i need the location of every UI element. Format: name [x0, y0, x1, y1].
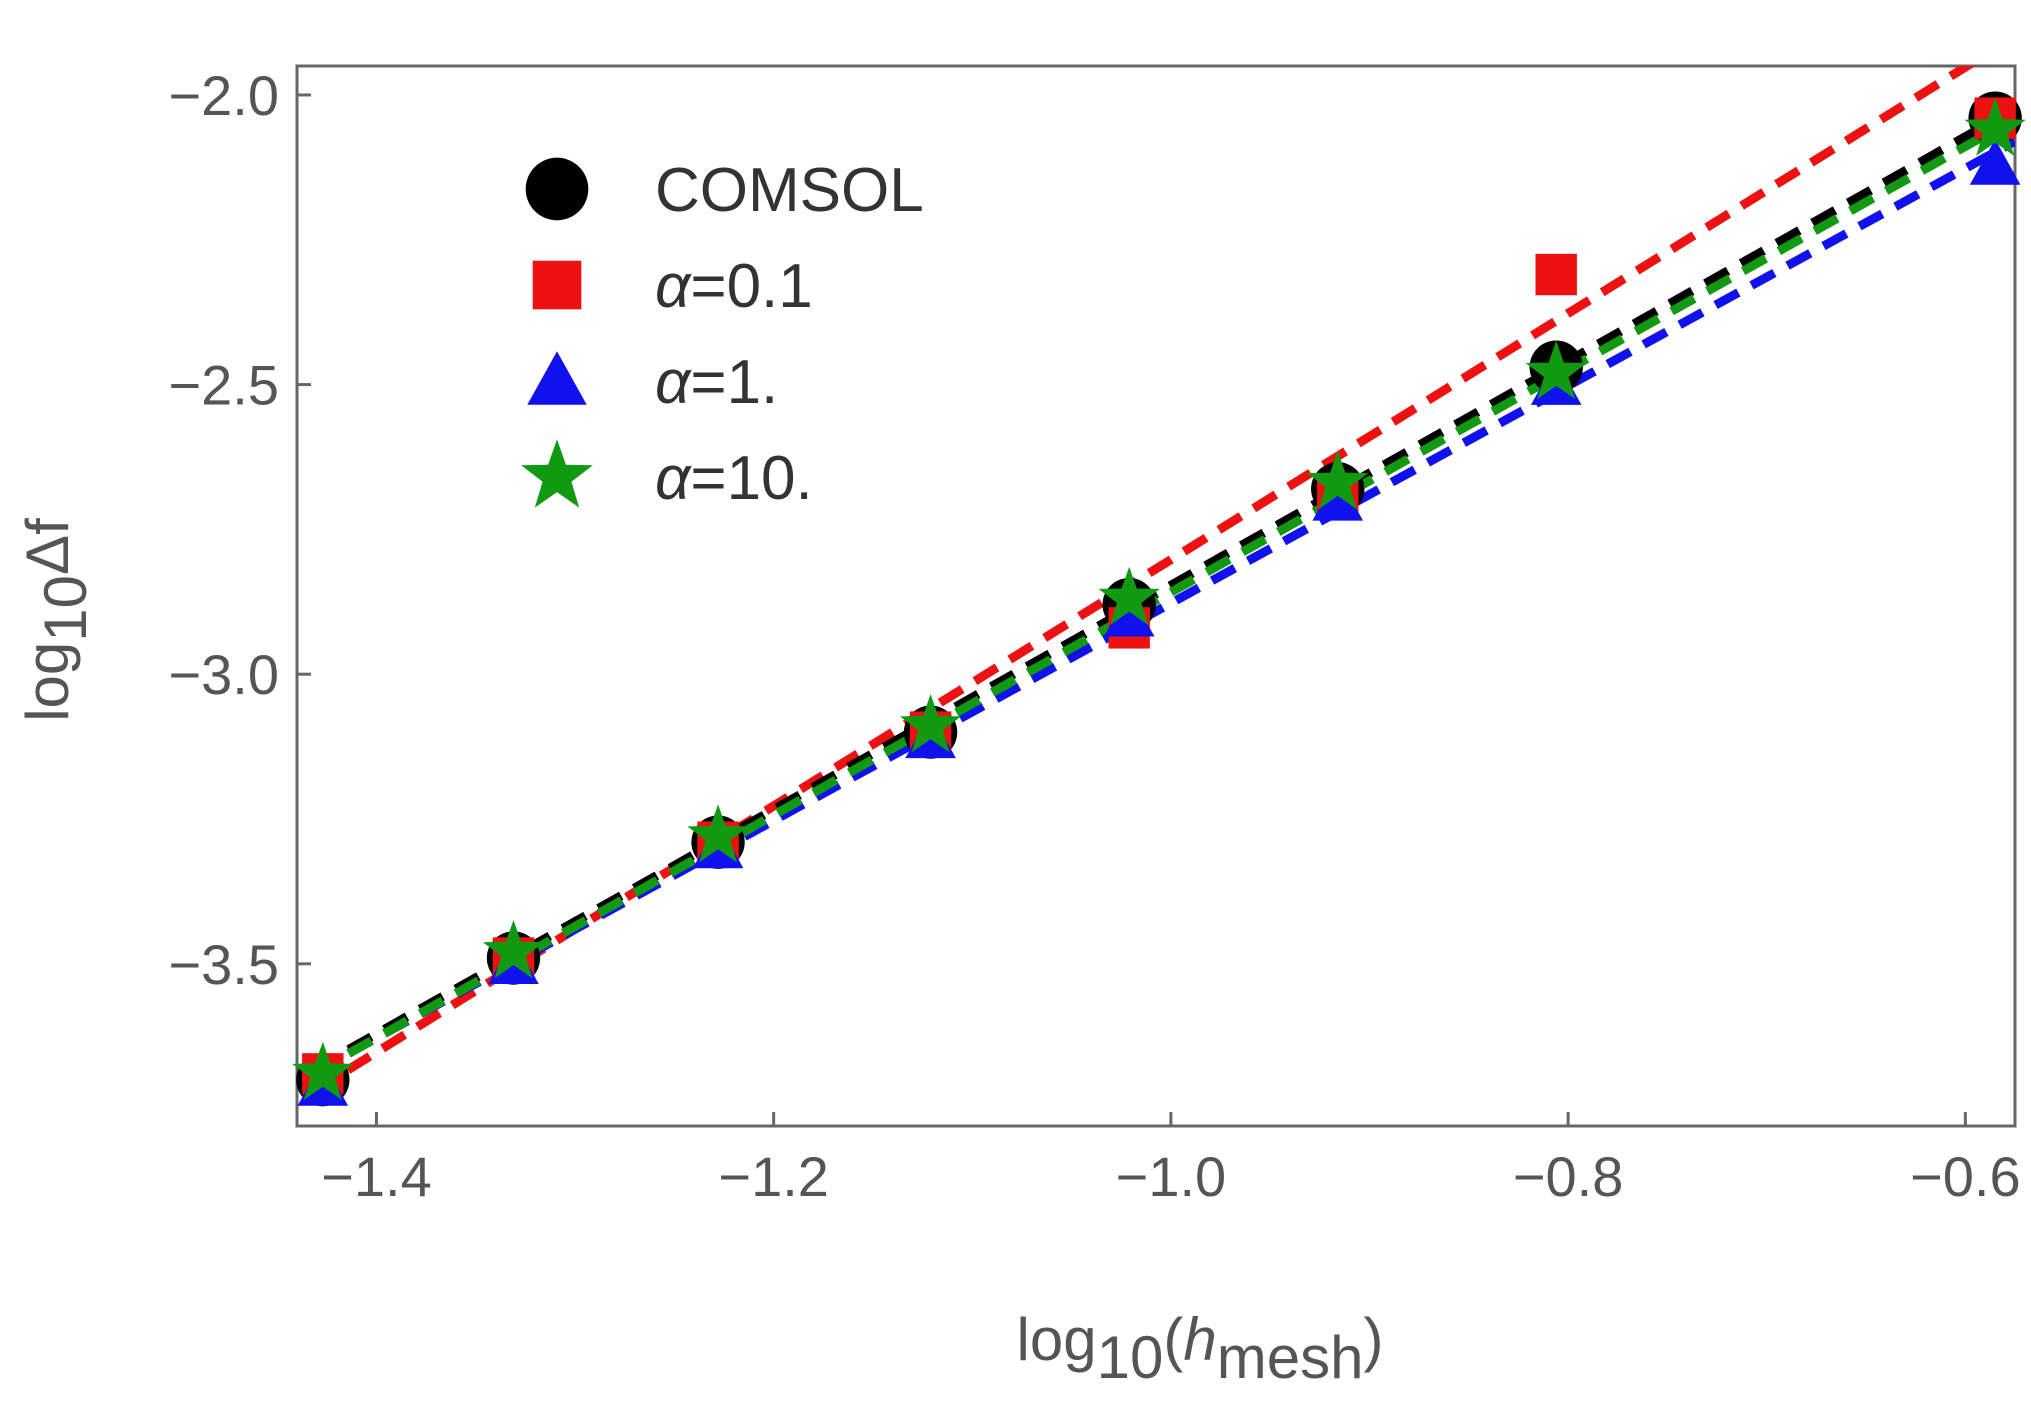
- legend-label: α=1.: [655, 348, 778, 417]
- legend-marker-1: [532, 260, 582, 310]
- x-tick-label: −1.2: [718, 1145, 829, 1208]
- legend-label: COMSOL: [655, 156, 924, 225]
- point-star: [1525, 340, 1587, 399]
- y-tick-label: −2.5: [168, 354, 279, 417]
- fit-line-1: [310, 66, 1976, 1096]
- y-axis-ticks: −3.5 −3.0 −2.5 −2.0: [168, 64, 311, 996]
- point-star: [900, 694, 962, 753]
- legend-marker-3: [521, 439, 593, 508]
- plot-frame: [295, 64, 2017, 1128]
- x-axis-title: log10(hmesh): [1017, 1306, 1384, 1391]
- y-tick-label: −3.5: [168, 933, 279, 996]
- fit-line-2: [310, 137, 2015, 1077]
- fit-lines: [310, 66, 2015, 1096]
- legend-marker-2: [527, 351, 587, 405]
- legend-label: α=0.1: [655, 252, 813, 321]
- legend: COMSOL α=0.1 α=1. α=10.: [521, 156, 924, 513]
- point-star: [292, 1041, 354, 1100]
- y-tick-label: −2.0: [168, 64, 279, 127]
- data-points: [292, 91, 2026, 1107]
- x-axis-ticks: −1.4 −1.2 −1.0 −0.8 −0.6: [321, 1112, 2021, 1208]
- y-axis-title: log10Δf: [14, 518, 99, 722]
- legend-label: α=10.: [655, 444, 813, 513]
- x-tick-label: −1.4: [321, 1145, 432, 1208]
- point-triangle: [1312, 475, 1364, 521]
- y-tick-label: −3.0: [168, 643, 279, 706]
- x-tick-label: −0.6: [1910, 1145, 2021, 1208]
- point-triangle: [1103, 590, 1155, 637]
- x-tick-label: −1.0: [1116, 1145, 1227, 1208]
- point-star: [1964, 97, 2026, 156]
- point-star: [1098, 566, 1160, 625]
- legend-marker-0: [525, 157, 589, 221]
- point-star: [1307, 450, 1369, 510]
- point-star: [687, 804, 749, 863]
- x-tick-label: −0.8: [1513, 1145, 1624, 1208]
- point-square: [1535, 253, 1577, 296]
- point-triangle: [1969, 139, 2021, 185]
- point-star: [482, 920, 545, 979]
